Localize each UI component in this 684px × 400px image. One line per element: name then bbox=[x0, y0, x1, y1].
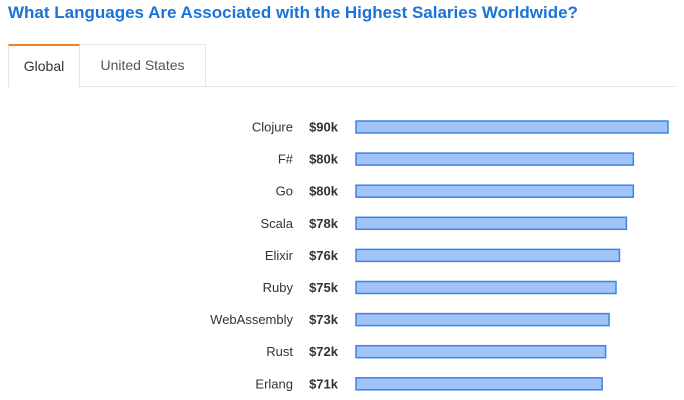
category-label-go: Go bbox=[276, 184, 293, 199]
value-label-erlang: $71k bbox=[309, 376, 339, 391]
category-label-f-sharp: F# bbox=[278, 152, 294, 167]
bar-rust bbox=[355, 344, 607, 359]
bar-webassembly bbox=[355, 312, 610, 327]
value-label-f-sharp: $80k bbox=[309, 152, 339, 167]
bar-ruby bbox=[355, 280, 617, 295]
value-label-ruby: $75k bbox=[309, 280, 339, 295]
value-label-rust: $72k bbox=[309, 344, 339, 359]
category-label-elixir: Elixir bbox=[265, 248, 294, 263]
bar-scala bbox=[355, 216, 628, 231]
value-label-clojure: $90k bbox=[309, 120, 339, 135]
bar-f-sharp bbox=[355, 152, 635, 166]
bar-elixir bbox=[355, 248, 621, 263]
bar-clojure bbox=[355, 120, 669, 134]
tab-bar: Global United States bbox=[8, 44, 676, 87]
category-label-scala: Scala bbox=[260, 216, 293, 231]
category-label-erlang: Erlang bbox=[255, 376, 293, 391]
category-label-webassembly: WebAssembly bbox=[210, 312, 293, 327]
bar-go bbox=[355, 184, 635, 198]
tab-global[interactable]: Global bbox=[8, 44, 80, 87]
value-label-scala: $78k bbox=[309, 216, 339, 231]
value-label-elixir: $76k bbox=[309, 248, 339, 263]
category-label-rust: Rust bbox=[266, 344, 293, 359]
category-label-clojure: Clojure bbox=[252, 120, 293, 135]
value-label-webassembly: $73k bbox=[309, 312, 339, 327]
category-label-ruby: Ruby bbox=[263, 280, 294, 295]
value-label-go: $80k bbox=[309, 184, 339, 199]
tab-united-states[interactable]: United States bbox=[80, 44, 206, 86]
bar-erlang bbox=[355, 377, 603, 391]
page-title: What Languages Are Associated with the H… bbox=[8, 3, 578, 22]
